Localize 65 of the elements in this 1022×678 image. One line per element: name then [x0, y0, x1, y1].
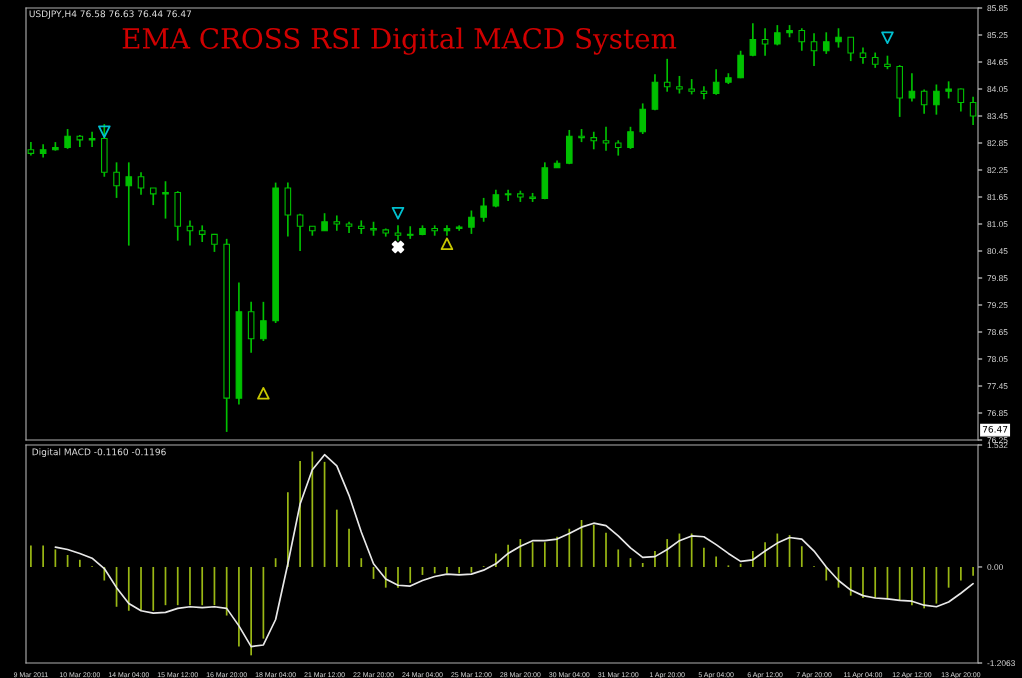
candlestick	[957, 87, 965, 113]
candlestick	[406, 225, 414, 240]
y-tick-label: 84.65	[987, 59, 1008, 66]
candlestick	[663, 58, 671, 93]
candlestick	[125, 161, 133, 247]
y-tick-label: -1.2063	[987, 660, 1015, 667]
candlestick	[908, 72, 916, 103]
candlestick	[468, 209, 475, 235]
candlestick	[260, 301, 267, 342]
point	[881, 31, 894, 44]
point	[440, 237, 454, 251]
point	[257, 386, 270, 400]
candlestick	[700, 85, 708, 101]
candlestick	[920, 88, 928, 115]
y-tick-label: 0.00	[987, 564, 1003, 571]
text: EMA CROSS RSI Digital MACD System	[122, 27, 677, 55]
candlestick	[333, 214, 341, 232]
y-tick-label: 1.532	[987, 442, 1008, 449]
candlestick	[357, 219, 365, 235]
y-tick-label: 78.65	[987, 329, 1008, 336]
candlestick	[749, 22, 757, 57]
candlestick	[88, 130, 96, 148]
candlestick	[394, 224, 402, 242]
candlestick	[810, 32, 818, 67]
candlestick	[137, 171, 145, 196]
candlestick	[798, 27, 806, 52]
candlestick	[431, 224, 439, 237]
chart-subtitle: USDJPY,H4 76.58 76.63 76.44 76.47	[29, 10, 192, 19]
chart-title: Digital MACD -0.1160 -0.1196	[32, 448, 166, 458]
y-tick-label: 79.25	[987, 302, 1008, 309]
y-tick-label: 81.05	[987, 221, 1008, 228]
candlestick	[480, 197, 487, 223]
y-tick-label: 82.85	[987, 140, 1008, 147]
y-tick-label: 81.65	[987, 194, 1008, 201]
y-tick-label: 78.05	[987, 356, 1008, 363]
candlestick	[590, 130, 598, 151]
candlestick	[296, 212, 304, 252]
point	[98, 125, 111, 139]
candlestick	[847, 36, 855, 62]
candlestick	[822, 31, 830, 55]
y-tick-label: 79.85	[987, 275, 1008, 282]
y-tick-label: 84.05	[987, 86, 1008, 93]
y-tick-label: 82.25	[987, 167, 1008, 174]
candlestick	[835, 27, 842, 49]
candlestick	[602, 125, 610, 152]
y-tick-label: 76.25	[987, 437, 1008, 444]
candlestick	[162, 180, 169, 220]
y-tick-label: 83.45	[987, 113, 1008, 120]
point	[391, 206, 405, 220]
candlestick	[761, 27, 769, 57]
candlestick	[64, 128, 71, 150]
candlestick	[933, 83, 940, 116]
candlestick	[737, 49, 744, 80]
y-tick-label: 80.45	[987, 248, 1008, 255]
annotation: 76.47	[982, 425, 1008, 433]
y-tick-label: 85.25	[987, 32, 1008, 39]
point	[391, 240, 405, 254]
candlestick	[627, 125, 634, 150]
y-tick-label: 76.85	[987, 410, 1008, 417]
y-tick-label: 77.45	[987, 383, 1008, 390]
candlestick	[639, 102, 647, 135]
candlestick	[504, 188, 512, 202]
y-tick-label: 85.85	[987, 5, 1008, 12]
candlestick	[712, 68, 720, 96]
candlestick	[113, 161, 120, 199]
